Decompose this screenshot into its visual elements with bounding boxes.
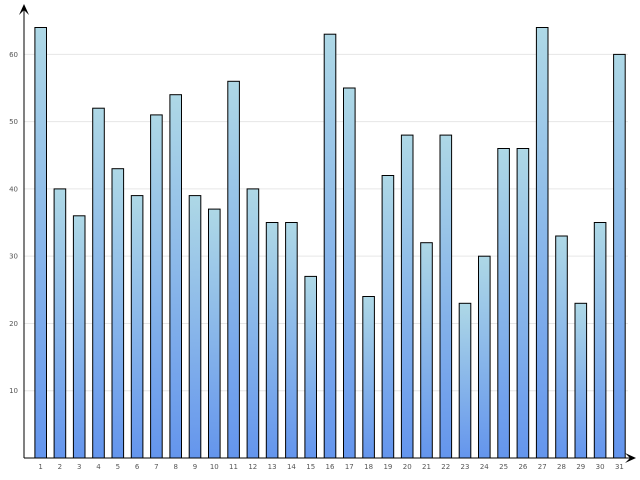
bars [34,27,626,459]
x-tick-label: 15 [306,463,315,471]
x-tick-label: 5 [116,463,120,471]
x-axis-arrow-icon [625,453,636,463]
bar-22 [439,134,453,459]
bar-10 [208,208,221,459]
x-tick-label: 8 [173,463,177,471]
bar-3 [72,215,86,459]
bar-19 [381,175,395,459]
x-tick-label: 6 [135,463,140,471]
x-tick-label: 30 [596,463,605,471]
bar-6 [130,195,144,459]
bar-21 [420,242,433,459]
bar-25 [497,148,510,459]
bar-5 [111,168,125,459]
x-tick-label: 25 [499,463,508,471]
bar-23 [458,302,472,459]
x-tick-label: 16 [326,463,335,471]
y-tick-labels: 10 20 30 40 50 60 [9,51,18,395]
x-tick-label: 21 [422,463,431,471]
bar-20 [400,134,414,459]
bar-11 [227,80,240,459]
y-tick-label: 30 [9,253,18,261]
x-tick-label: 10 [210,463,219,471]
x-tick-label: 7 [154,463,158,471]
y-tick-label: 50 [9,118,18,126]
bar-15 [304,275,317,459]
x-tick-label: 24 [480,463,489,471]
axes [19,4,636,463]
bar-17 [343,87,356,459]
x-tick-label: 28 [557,463,566,471]
bar-8 [169,94,182,459]
x-tick-label: 3 [77,463,81,471]
x-tick-label: 9 [193,463,197,471]
bar-26 [516,148,530,459]
bar-27 [535,27,549,459]
x-tick-label: 29 [576,463,585,471]
bar-30 [593,222,607,459]
x-tick-label: 11 [229,463,238,471]
y-tick-label: 10 [9,387,18,395]
bar-31 [613,53,626,459]
bar-12 [246,188,260,459]
bar-4 [92,107,105,459]
x-tick-label: 17 [345,463,354,471]
x-tick-label: 1 [38,463,42,471]
bar-9 [188,195,202,459]
x-tick-labels: 1 2 3 4 5 6 7 8 9 10 11 12 13 14 15 16 17 18 19 20 21 22 23 24 2… [38,463,623,471]
x-tick-label: 18 [364,463,373,471]
bar-2 [53,188,67,459]
x-tick-label: 27 [538,463,547,471]
bar-7 [150,114,163,459]
x-tick-label: 13 [268,463,277,471]
y-axis-arrow-icon [19,4,29,15]
x-tick-label: 4 [96,463,101,471]
x-tick-label: 26 [518,463,527,471]
bar-24 [478,255,491,459]
x-tick-label: 22 [441,463,450,471]
bar-18 [362,296,375,459]
y-tick-label: 20 [9,320,18,328]
x-tick-label: 20 [403,463,412,471]
bar-16 [323,33,337,459]
x-tick-label: 2 [58,463,62,471]
x-tick-label: 31 [615,463,624,471]
y-tick-label: 40 [9,185,18,193]
bar-1 [34,27,48,459]
bar-28 [555,235,568,459]
x-tick-label: 23 [461,463,470,471]
bar-14 [285,222,298,459]
bar-13 [265,222,279,459]
x-tick-label: 12 [248,463,257,471]
y-tick-label: 60 [9,51,18,59]
bar-29 [574,302,588,459]
x-tick-label: 19 [383,463,392,471]
x-tick-label: 14 [287,463,296,471]
